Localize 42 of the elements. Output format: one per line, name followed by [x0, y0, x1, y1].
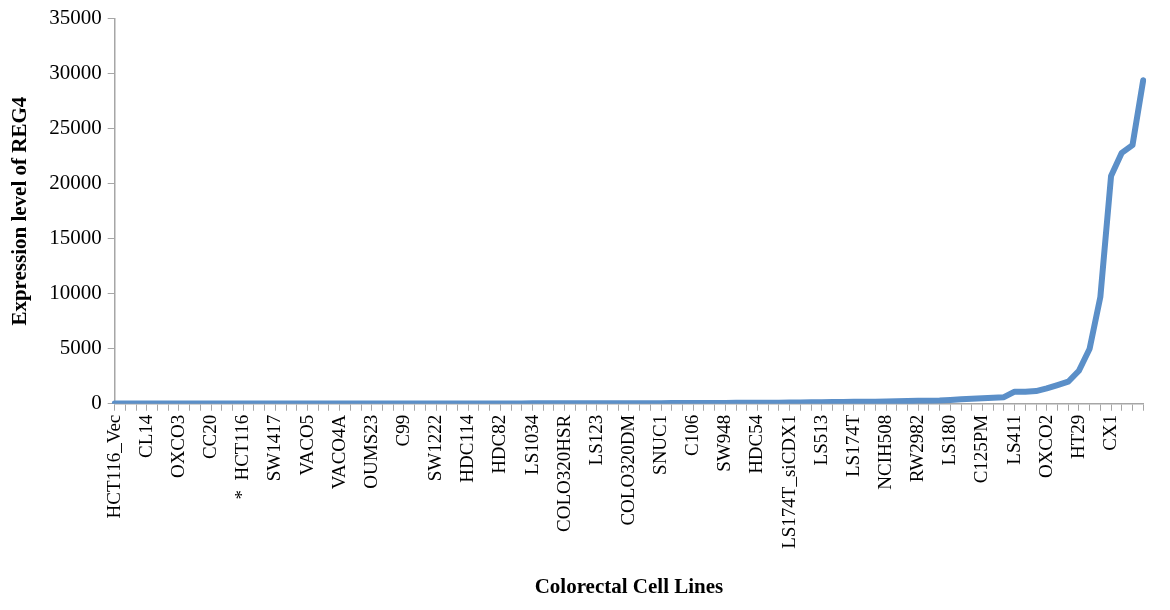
- x-tick-label: LS1034: [520, 414, 542, 475]
- x-tick-label: SW1417: [263, 414, 285, 482]
- x-tick-label: LS513: [809, 414, 831, 466]
- x-tick-label: LS174T_siCDX1: [777, 414, 799, 549]
- y-tick-label: 0: [91, 390, 102, 415]
- x-tick-label: LS174T: [841, 414, 863, 478]
- y-tick-label: 5000: [59, 335, 102, 360]
- x-tick-label: HCT116_Vec: [102, 414, 124, 519]
- x-tick-label: NCIH508: [874, 414, 896, 490]
- x-axis-title: Colorectal Cell Lines: [534, 573, 724, 598]
- x-tick-label: HDC114: [456, 414, 478, 483]
- y-tick-label: 20000: [49, 170, 102, 195]
- x-tick-label: LS123: [584, 414, 606, 466]
- x-tick-label: SW1222: [424, 414, 446, 482]
- x-tick-label: SNUC1: [649, 414, 671, 475]
- x-tick-label: C106: [681, 414, 703, 456]
- x-tick-label: C99: [391, 414, 413, 447]
- x-tick-label: C125PM: [970, 414, 992, 484]
- y-tick-label: 35000: [49, 5, 102, 30]
- x-tick-label: LS411: [1002, 414, 1024, 465]
- y-tick-label: 25000: [49, 115, 102, 140]
- x-tick-label: CL14: [134, 414, 156, 459]
- x-tick-label: LS180: [938, 414, 960, 466]
- x-tick-label: HT29: [1066, 414, 1088, 460]
- x-tick-label: OXCO2: [1034, 414, 1056, 479]
- x-tick-label: COLO320HSR: [552, 414, 574, 532]
- x-tick-label: SW948: [713, 414, 735, 472]
- x-tick-label: CC20: [199, 414, 221, 460]
- x-tick-label: HDC54: [745, 414, 767, 474]
- y-axis-title: Expression level of REG4: [7, 96, 32, 326]
- x-tick-label: COLO320DM: [616, 414, 638, 526]
- x-tick-label: HDC82: [488, 414, 510, 474]
- x-tick-label: * HCT116: [231, 414, 253, 500]
- x-tick-label: VACO5: [295, 414, 317, 476]
- x-tick-label: OXCO3: [166, 414, 188, 479]
- x-tick-label: RW2982: [906, 414, 928, 483]
- x-tick-label: VACO4A: [327, 414, 349, 490]
- x-tick-label: CX1: [1099, 414, 1121, 451]
- x-tick-label: OUMS23: [359, 414, 381, 489]
- y-tick-label: 15000: [49, 225, 102, 250]
- y-tick-label: 30000: [49, 60, 102, 85]
- y-tick-label: 10000: [49, 280, 102, 305]
